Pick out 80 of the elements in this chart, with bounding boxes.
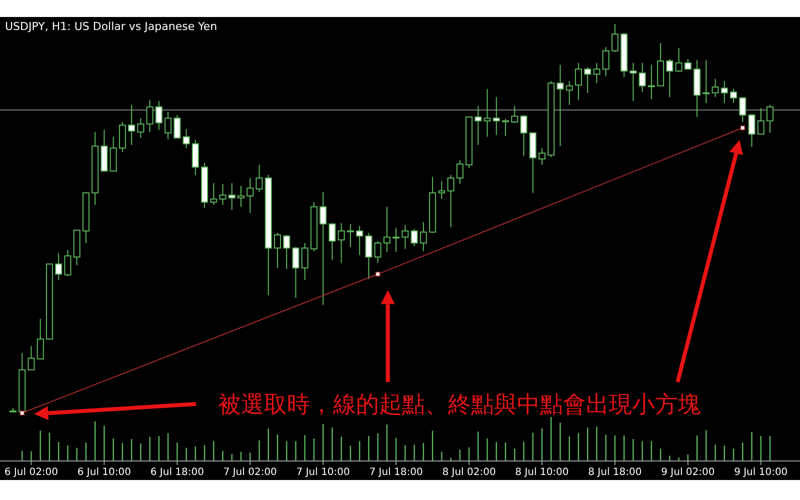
candlestick <box>155 100 162 130</box>
candlestick <box>346 223 354 248</box>
candlestick <box>720 80 728 104</box>
x-tick-label: 7 Jul 02:00 <box>223 467 277 478</box>
x-tick-label: 9 Jul 02:00 <box>661 467 715 478</box>
candlestick <box>356 225 364 256</box>
x-tick-label: 6 Jul 18:00 <box>150 467 204 478</box>
candlestick <box>28 346 35 370</box>
candlestick <box>128 104 136 146</box>
candlestick <box>484 88 491 138</box>
candlestick <box>210 182 218 206</box>
candlestick <box>110 136 117 172</box>
candlestick <box>566 80 573 106</box>
candlestick <box>456 160 464 184</box>
candlestick <box>730 88 738 104</box>
candlestick <box>274 232 281 268</box>
candlestick <box>55 252 62 280</box>
candlestick <box>219 183 226 206</box>
candlestick <box>675 48 682 72</box>
candlestick <box>556 64 564 147</box>
candlestick <box>602 46 610 77</box>
candlestick <box>520 114 528 156</box>
candlestick <box>638 62 646 93</box>
x-tick-label: 8 Jul 18:00 <box>588 467 642 478</box>
candlestick <box>538 148 546 166</box>
candlestick <box>256 164 263 193</box>
candlestick <box>283 234 290 270</box>
candlestick <box>146 99 154 133</box>
candlestick <box>238 185 245 208</box>
candlestick <box>748 113 756 148</box>
candlestick <box>757 108 764 135</box>
candlestick <box>320 192 327 306</box>
x-tick-label: 7 Jul 10:00 <box>296 467 350 478</box>
candlestick <box>383 206 390 252</box>
candlestick <box>164 111 172 140</box>
x-tick-label: 9 Jul 10:00 <box>734 467 788 478</box>
candlestick <box>648 64 655 100</box>
candlestick <box>502 118 510 137</box>
candlestick <box>118 122 126 152</box>
x-tick-label: 6 Jul 10:00 <box>77 467 132 478</box>
candlestick <box>182 128 190 149</box>
candlestick <box>593 62 600 84</box>
candlestick <box>338 222 345 264</box>
candlestick <box>374 240 382 264</box>
candlestick <box>584 66 592 94</box>
candlestick <box>392 227 400 252</box>
candlestick <box>328 222 336 261</box>
candlestick <box>410 228 418 247</box>
candlestick <box>611 24 618 53</box>
candlestick <box>684 58 692 70</box>
candlestick <box>192 139 199 176</box>
candlestick <box>420 222 427 252</box>
x-tick-label: 6 Jul 02:00 <box>4 467 58 478</box>
candlestick <box>301 242 308 280</box>
candlestick <box>447 174 454 228</box>
candlestick <box>766 104 774 134</box>
candlestick <box>36 318 44 360</box>
candlestick <box>438 180 446 200</box>
candlestick <box>574 62 582 100</box>
candlestick <box>702 60 710 104</box>
candlestick <box>228 182 236 210</box>
candlestick <box>666 58 674 98</box>
candlestick <box>246 178 254 214</box>
candlestick <box>402 224 409 250</box>
candlestick <box>474 106 482 146</box>
candlestick <box>174 114 181 138</box>
x-tick-label: 8 Jul 10:00 <box>515 467 569 478</box>
x-tick-label: 8 Jul 02:00 <box>442 467 496 478</box>
candlestick <box>492 96 500 136</box>
candlestick <box>511 106 518 124</box>
candlestick <box>630 62 637 102</box>
candlestick <box>292 246 300 298</box>
candlestick <box>137 118 144 138</box>
candlestick <box>64 250 72 277</box>
annotation: 被選取時，線的起點、終點與中點會出現小方塊 <box>218 392 701 418</box>
candlestick <box>365 232 372 280</box>
candlestick <box>712 78 719 98</box>
chart-title: USDJPY, H1: US Dollar vs Japanese Yen <box>5 20 218 33</box>
x-tick-label: 7 Jul 18:00 <box>369 467 423 478</box>
candlestick <box>739 96 746 123</box>
